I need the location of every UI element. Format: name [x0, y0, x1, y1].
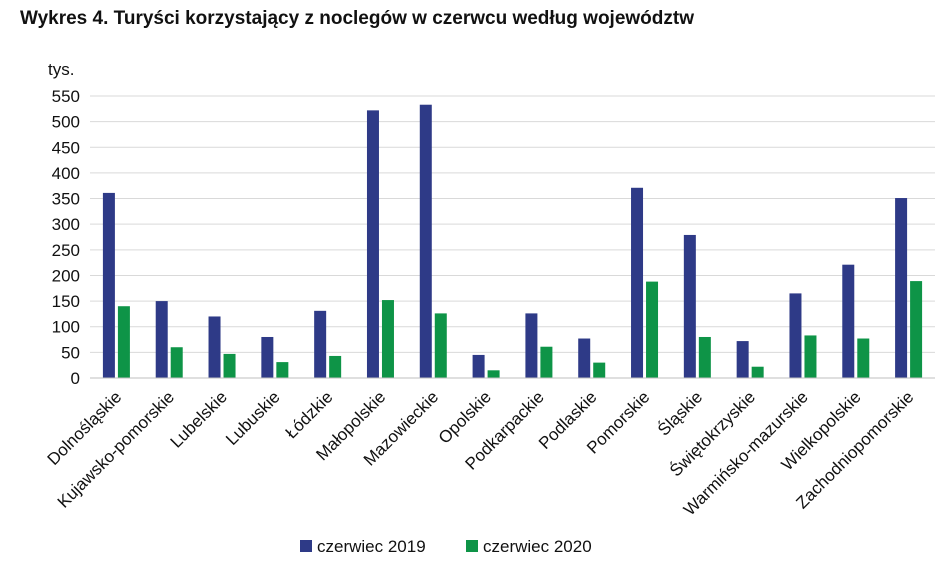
- y-tick-label: 250: [52, 241, 80, 260]
- y-tick-label: 450: [52, 138, 80, 157]
- bar-2020: [751, 366, 764, 378]
- bar-2020: [857, 338, 870, 378]
- bar-2019: [842, 264, 855, 378]
- bar-2020: [487, 370, 500, 378]
- bar-2020: [434, 313, 447, 378]
- bar-2019: [419, 104, 432, 378]
- bar-2020: [381, 300, 394, 378]
- bar-2019: [789, 293, 802, 378]
- bar-2020: [593, 362, 606, 378]
- y-tick-label: 100: [52, 318, 80, 337]
- bar-2019: [261, 336, 274, 378]
- y-tick-label: 0: [71, 369, 80, 388]
- y-tick-label: 500: [52, 113, 80, 132]
- bar-2020: [646, 281, 659, 378]
- x-category-label: Lubuskie: [222, 387, 284, 449]
- bar-2019: [578, 338, 591, 378]
- bar-2019: [208, 316, 221, 378]
- y-tick-label: 150: [52, 292, 80, 311]
- bar-2019: [366, 110, 379, 379]
- bar-2019: [314, 310, 327, 378]
- x-category-label: Śląskie: [654, 387, 706, 439]
- bar-2019: [631, 187, 644, 378]
- gridlines: [90, 95, 935, 353]
- legend-swatch: [300, 540, 312, 552]
- y-tick-label: 400: [52, 164, 80, 183]
- y-tick-label: 550: [52, 87, 80, 106]
- bar-2020: [804, 335, 817, 378]
- bar-2020: [698, 336, 711, 378]
- bar-2019: [895, 198, 908, 378]
- chart-title: Wykres 4. Turyści korzystający z noclegó…: [20, 8, 694, 29]
- bar-2019: [155, 301, 168, 378]
- y-tick-label: 50: [61, 343, 80, 362]
- bar-2019: [683, 234, 696, 378]
- legend-label: czerwiec 2019: [317, 537, 426, 556]
- y-tick-label: 300: [52, 215, 80, 234]
- y-tick-label: 200: [52, 266, 80, 285]
- bar-2019: [472, 354, 485, 378]
- bars: [102, 104, 923, 379]
- y-axis-ticks: 0 50 100 150 200 250 300 350 400 450 500 550: [52, 87, 80, 388]
- x-category-label: Lubelskie: [167, 387, 231, 451]
- bar-2020: [170, 347, 183, 378]
- bar-2019: [102, 192, 115, 378]
- bar-2020: [329, 355, 342, 378]
- bar-2020: [910, 281, 923, 378]
- bar-2019: [525, 313, 538, 378]
- bar-2020: [117, 306, 130, 378]
- y-tick-label: 350: [52, 190, 80, 209]
- bar-2020: [223, 353, 236, 378]
- legend: czerwiec 2019 czerwiec 2020: [300, 537, 592, 556]
- legend-label: czerwiec 2020: [483, 537, 592, 556]
- bar-2020: [276, 362, 289, 378]
- y-axis-unit-label: tys.: [48, 60, 74, 79]
- bar-2019: [736, 341, 749, 378]
- legend-swatch: [466, 540, 478, 552]
- bar-2020: [540, 346, 553, 378]
- x-axis-labels: DolnośląskieKujawsko-pomorskieLubelskieL…: [44, 387, 918, 519]
